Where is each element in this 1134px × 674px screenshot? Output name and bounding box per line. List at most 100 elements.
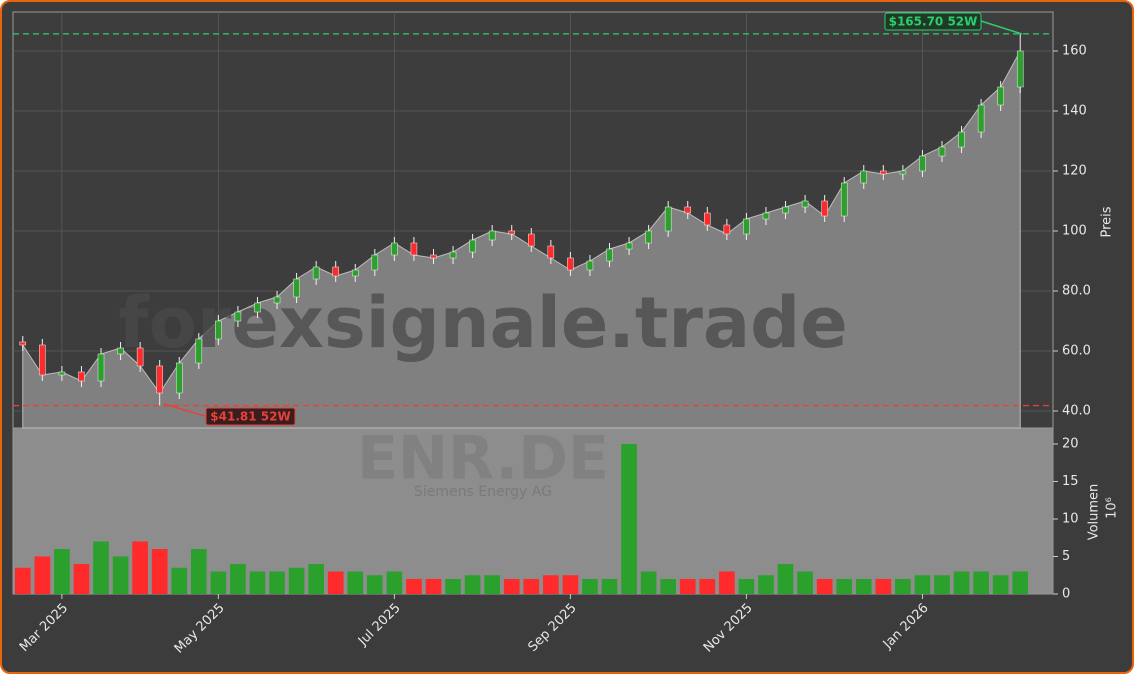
candle-body (97, 353, 105, 382)
volume-bar (640, 571, 657, 594)
y-tick-label: 60.0 (1062, 343, 1091, 358)
candle-body (977, 104, 985, 133)
volume-bar (112, 556, 129, 594)
volume-bar (210, 571, 227, 594)
candle-body (136, 347, 144, 367)
y-tick-label: 100 (1062, 223, 1087, 238)
candle-body (508, 230, 515, 235)
candle-body (352, 269, 359, 277)
candle-body (78, 371, 85, 382)
candle-body (528, 233, 535, 247)
volume-bar (679, 578, 696, 594)
candle-body (391, 242, 398, 256)
y-tick-label: 5 (1062, 549, 1070, 564)
y-tick-label: 140 (1062, 103, 1087, 118)
y-tick-label: 20 (1062, 436, 1079, 451)
candle-body (156, 365, 163, 394)
volume-bar (992, 575, 1009, 594)
candle-body (762, 212, 770, 220)
candle-body (430, 254, 437, 259)
volume-bar (445, 578, 461, 594)
candle-body (488, 230, 496, 241)
volume-bar (327, 571, 344, 594)
volume-bar (601, 578, 618, 594)
annotation-box (205, 407, 296, 426)
volume-bar (621, 443, 637, 594)
candle-body (801, 200, 809, 208)
y-tick-label: 15 (1062, 474, 1079, 489)
candle-body (664, 206, 672, 232)
y-tick-label: 10 (1062, 511, 1079, 526)
candle-body (175, 362, 183, 394)
y-tick-label: 160 (1062, 43, 1087, 58)
volume-bar (797, 571, 813, 594)
volume-bar (425, 578, 442, 594)
candle-body (704, 212, 711, 226)
volume-bar (914, 575, 931, 594)
volume-bar (288, 567, 305, 594)
candle-body (195, 338, 203, 364)
candle-body (938, 146, 946, 157)
volume-bar (836, 578, 853, 594)
volume-bar (132, 541, 148, 594)
volume-bar (934, 575, 950, 594)
volume-bar (269, 571, 285, 594)
volume-bar (1012, 571, 1029, 594)
volume-bar (171, 567, 188, 594)
candle-body (39, 344, 46, 376)
candle-body (997, 86, 1004, 106)
y-axis-label: Volumen (1087, 484, 1102, 541)
candle-body (645, 230, 652, 244)
candle-body (919, 155, 926, 172)
volume-bar (73, 563, 90, 594)
candle-body (880, 170, 887, 175)
volume-bar (758, 575, 774, 594)
volume-bar (855, 578, 872, 594)
y-tick-label: 80.0 (1062, 283, 1091, 298)
volume-bar (249, 571, 266, 594)
candle-body (899, 170, 907, 175)
volume-bar (543, 575, 559, 594)
volume-bar (719, 571, 735, 594)
volume-bar (34, 556, 51, 594)
candle-body (840, 182, 848, 217)
volume-bar (738, 578, 755, 594)
candle-body (684, 206, 691, 214)
candle-body (547, 245, 555, 259)
candle-body (410, 242, 418, 256)
candle-body (821, 200, 828, 217)
annotation-arrow (980, 20, 1023, 35)
candle-body (58, 371, 66, 376)
volume-bar (484, 575, 500, 594)
y-tick-label: 120 (1062, 163, 1087, 178)
candle-body (332, 266, 339, 277)
candle-body (273, 296, 281, 304)
watermark: forexsignale.trade (118, 282, 847, 364)
candle-body (234, 311, 242, 322)
candle-body (215, 320, 222, 340)
candle-body (625, 242, 633, 250)
volume-bar (660, 578, 677, 594)
volume-bar (14, 567, 31, 594)
candle-body (860, 170, 868, 184)
volume-bar (895, 578, 911, 594)
volume-bar (386, 571, 403, 594)
volume-bar (93, 541, 109, 594)
volume-bar (54, 548, 70, 594)
candle-body (1016, 50, 1024, 88)
candle-body (469, 239, 476, 253)
volume-bar (523, 578, 540, 594)
volume-bar (347, 571, 364, 594)
y-tick-label: 0 (1062, 587, 1070, 602)
candle-body (19, 341, 27, 346)
candle-body (567, 257, 574, 271)
volume-bar (503, 578, 520, 594)
volume-bar (562, 575, 579, 594)
candle-body (723, 224, 731, 235)
candle-body (606, 248, 613, 262)
candle-body (312, 266, 320, 280)
candle-body (586, 260, 594, 271)
candle-body (293, 278, 300, 298)
volume-bar (953, 571, 970, 594)
